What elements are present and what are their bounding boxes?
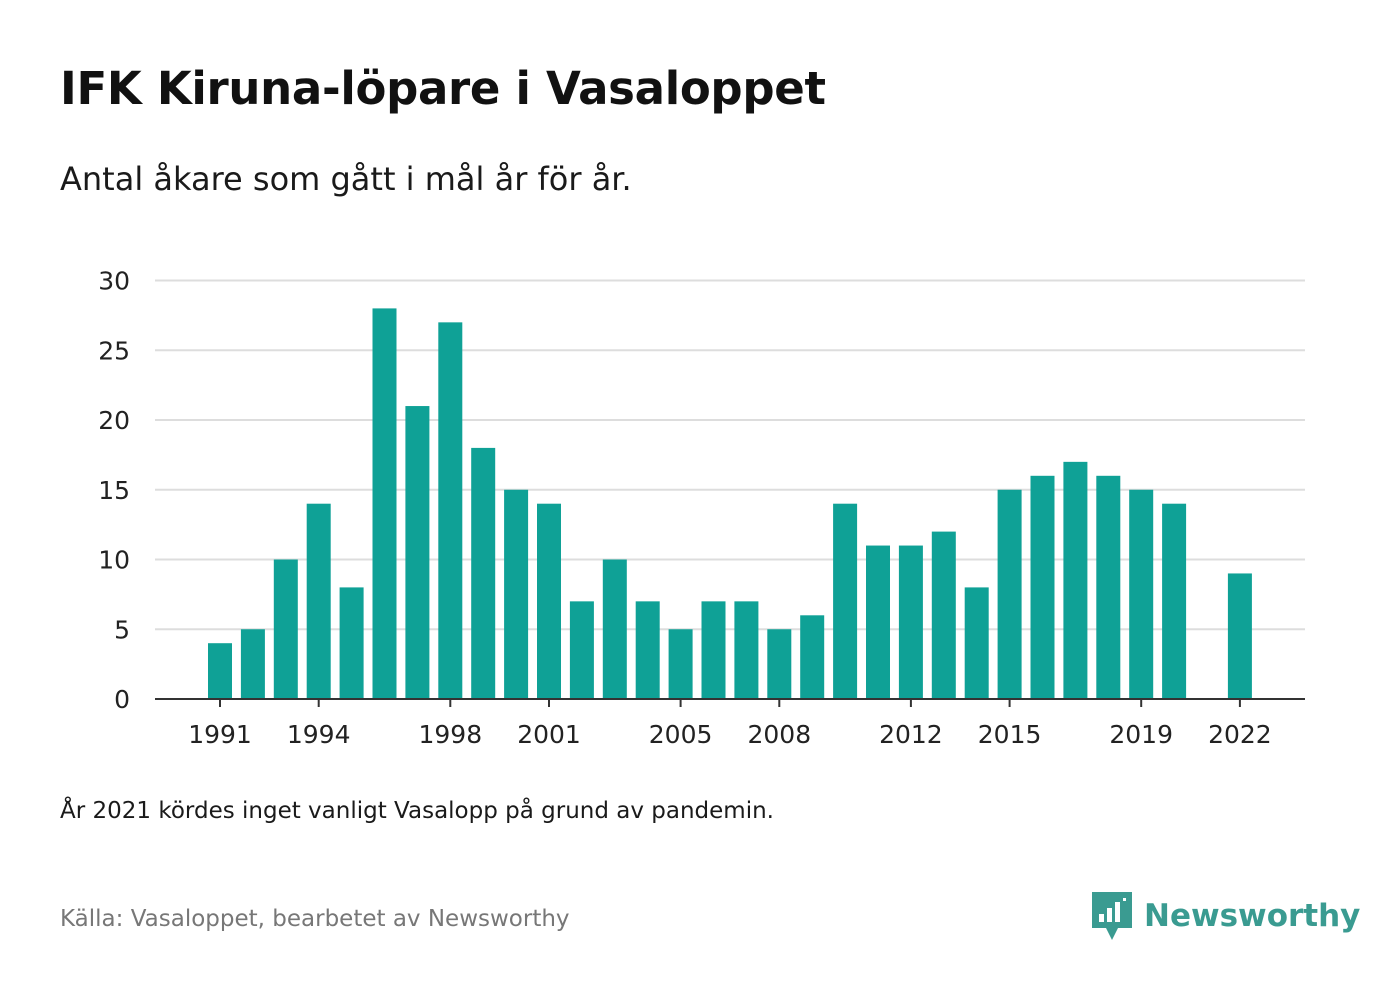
newsworthy-logo-text: Newsworthy [1144, 898, 1361, 934]
x-tick-label: 1994 [287, 720, 351, 749]
newsworthy-logo-icon [1092, 892, 1132, 940]
bar-2009 [800, 615, 825, 699]
x-tick-label: 2005 [649, 720, 713, 749]
bar-2019 [1129, 489, 1154, 699]
bar-2011 [866, 545, 890, 699]
x-tick-label: 1998 [418, 720, 482, 749]
bar-2003 [602, 559, 627, 699]
chart-title: IFK Kiruna-löpare i Vasaloppet [60, 62, 826, 115]
bar-2020 [1162, 503, 1187, 699]
bar-chart: 0 5 10 15 20 25 30 1991 1994 1998 2001 2005 2008 2012… [98, 267, 1305, 749]
bar-2000 [504, 489, 529, 699]
bar-2013 [931, 531, 956, 699]
bar-2012 [898, 545, 923, 699]
x-tick-label: 2001 [517, 720, 581, 749]
axes: 0 5 10 15 20 25 30 1991 1994 1998 2001 2005 2008 2012… [98, 267, 1305, 749]
bar-2005 [668, 629, 693, 699]
bar-2006 [701, 601, 726, 699]
bar-1991 [208, 643, 232, 699]
bar-2004 [635, 601, 660, 699]
bar-1999 [471, 447, 496, 699]
bar-1993 [273, 559, 298, 699]
bar-1992 [240, 629, 265, 699]
footnote: År 2021 kördes inget vanligt Vasalopp på… [60, 798, 774, 824]
y-tick-label: 25 [98, 336, 130, 365]
x-tick-label: 2022 [1208, 720, 1272, 749]
x-tick-label: 2019 [1109, 720, 1173, 749]
y-tick-label: 5 [114, 615, 130, 644]
bar-2018 [1096, 475, 1121, 699]
newsworthy-logo: Newsworthy [1090, 890, 1360, 942]
source-credit: Källa: Vasaloppet, bearbetet av Newswort… [60, 906, 570, 932]
bar-2008 [767, 629, 792, 699]
y-tick-label: 30 [98, 267, 130, 296]
bar-1996 [372, 308, 397, 699]
bar-2017 [1063, 461, 1088, 699]
bar-1997 [405, 406, 430, 699]
bar-2016 [1030, 475, 1055, 699]
bar-2010 [833, 503, 858, 699]
bar-2015 [997, 489, 1022, 699]
y-tick-label: 15 [98, 476, 130, 505]
bar-1995 [339, 587, 364, 699]
bar-2014 [964, 587, 989, 699]
x-tick-label: 2015 [978, 720, 1042, 749]
bar-2007 [734, 601, 759, 699]
chart-subtitle: Antal åkare som gått i mål år för år. [60, 160, 632, 198]
y-tick-label: 0 [114, 685, 130, 714]
x-tick-label: 2008 [747, 720, 811, 749]
y-tick-label: 20 [98, 406, 130, 435]
bars [208, 308, 1252, 699]
bar-2001 [537, 503, 561, 699]
x-tick-label: 2012 [879, 720, 943, 749]
bar-2002 [569, 601, 594, 699]
x-tick-label: 1991 [188, 720, 252, 749]
bar-2022 [1227, 573, 1252, 699]
bar-1994 [306, 503, 331, 699]
y-tick-label: 10 [98, 546, 130, 575]
bar-1998 [438, 322, 463, 699]
